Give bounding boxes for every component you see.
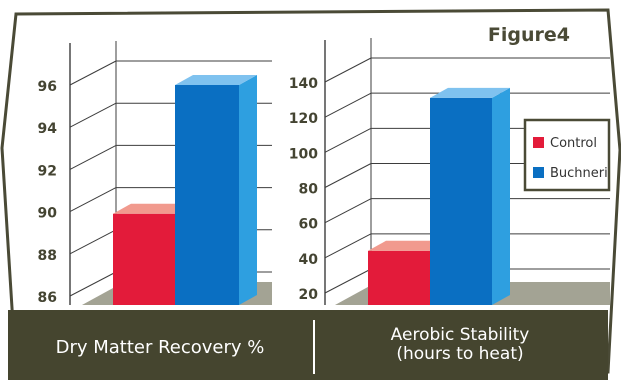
gridline-diagonal <box>69 187 117 213</box>
caption-band <box>8 310 608 380</box>
legend: Control Buchneri <box>523 118 611 192</box>
dry-matter-chart: 86 88 90 92 94 96 <box>38 41 272 306</box>
y-tick-label: 40 <box>299 252 319 268</box>
buchneri-bar-top <box>430 87 510 98</box>
legend-label-buchneri: Buchneri <box>550 166 608 181</box>
gridline-diagonal <box>324 233 372 259</box>
gridline-diagonal <box>324 198 372 224</box>
buchneri-bar-side <box>239 75 257 305</box>
y-tick-label: 92 <box>38 163 57 179</box>
legend-swatch-buchneri <box>533 167 544 178</box>
buchneri-bar-top <box>175 75 257 85</box>
caption-divider <box>313 320 315 374</box>
y-tick-label: 94 <box>38 121 58 137</box>
y-tick-label: 96 <box>38 79 57 95</box>
gridline-diagonal <box>69 60 117 86</box>
y-tick-label: 120 <box>289 111 318 127</box>
y-tick-label: 80 <box>299 182 319 198</box>
control-bar <box>113 213 175 305</box>
gridline-diagonal <box>69 144 117 170</box>
gridline-diagonal <box>324 268 372 294</box>
aerobic-caption-line-2: (hours to heat) <box>396 344 524 364</box>
legend-swatch-control <box>533 137 544 148</box>
y-tick-label: 60 <box>299 217 319 233</box>
control-bar-top <box>368 240 448 251</box>
gridline-diagonal <box>69 271 117 297</box>
legend-label-control: Control <box>550 136 597 151</box>
y-tick-label: 140 <box>289 76 318 92</box>
aerobic-stability-chart: 20 40 60 80 100 120 140 <box>289 38 610 305</box>
figure-label: Figure4 <box>488 24 570 46</box>
y-tick-label: 88 <box>38 248 57 264</box>
control-bar <box>368 250 430 305</box>
buchneri-bar-side <box>492 87 510 305</box>
legend-box <box>523 118 611 192</box>
dry-matter-caption: Dry Matter Recovery % <box>55 337 265 358</box>
gridline-diagonal <box>324 92 372 118</box>
y-tick-label: 20 <box>299 287 319 303</box>
buchneri-bar <box>430 97 492 305</box>
gridline-diagonal <box>69 102 117 128</box>
y-tick-label: 90 <box>38 206 58 222</box>
buchneri-bar <box>175 85 239 305</box>
y-tick-label: 86 <box>38 290 57 306</box>
gridline-diagonal <box>69 229 117 255</box>
control-bar-top <box>113 203 193 214</box>
gridline-diagonal <box>324 127 372 153</box>
gridline-diagonal <box>324 163 372 188</box>
aerobic-stability-caption: Aerobic Stability (hours to heat) <box>340 326 580 364</box>
y-tick-label: 100 <box>289 146 318 162</box>
gridline-diagonal <box>324 57 372 83</box>
aerobic-caption-line-1: Aerobic Stability <box>390 325 530 345</box>
